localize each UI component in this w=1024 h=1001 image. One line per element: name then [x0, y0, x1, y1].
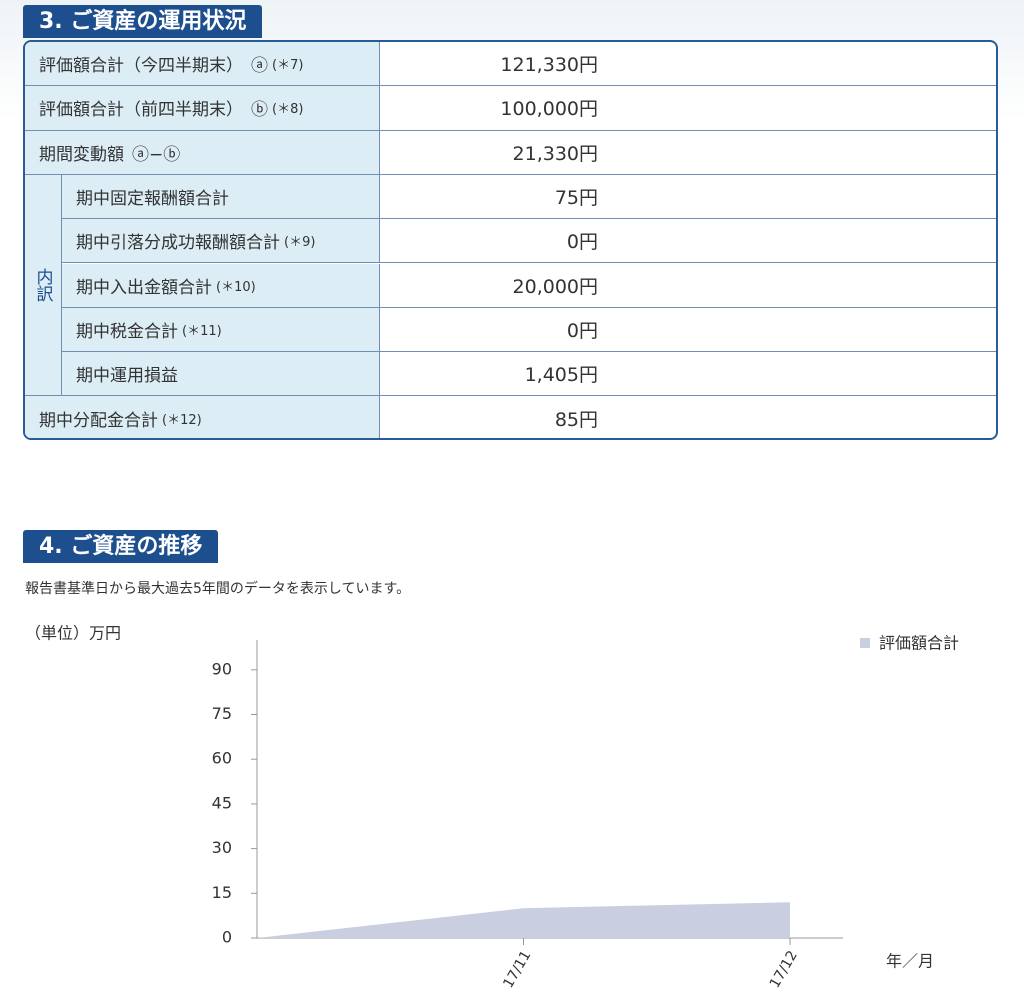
row-label-cell: 評価額合計（今四半期末） ⓐ (＊7)	[25, 42, 380, 87]
row-label: 期中税金合計	[76, 321, 178, 342]
row-note: (＊10)	[216, 279, 256, 295]
row-value-cell: 0円	[380, 219, 996, 264]
section-title: 3. ご資産の運用状況	[23, 5, 263, 38]
area	[257, 902, 790, 938]
row-label: 評価額合計（今四半期末）	[39, 56, 243, 77]
row-label-cell: 期中引落分成功報酬額合計 (＊9)	[62, 219, 380, 264]
y-tick-label: 30	[212, 838, 232, 857]
y-tick-label: 15	[212, 883, 232, 902]
row-label-cell: 期中固定報酬額合計	[62, 174, 380, 220]
row-note: (＊8)	[272, 102, 304, 118]
y-tick-label: 75	[212, 704, 232, 723]
row-value-cell: 21,330円	[380, 131, 996, 175]
row-note: (＊7)	[272, 58, 304, 74]
row-value: 100,000円	[500, 98, 598, 121]
asset-table: 内訳 評価額合計（今四半期末） ⓐ (＊7) 121,330円評価額合計（前四半期末）…	[23, 40, 998, 440]
row-label: 期中運用損益	[76, 366, 178, 387]
row-value-cell: 85円	[380, 396, 996, 438]
row-value: 20,000円	[512, 275, 598, 298]
row-marker: ⓑ	[251, 100, 268, 121]
row-label-cell: 期中分配金合計 (＊12)	[25, 396, 380, 438]
y-tick-label: 45	[212, 793, 232, 812]
row-label-cell: 評価額合計（前四半期末） ⓑ (＊8)	[25, 86, 380, 131]
unit-label: （単位）万円	[25, 624, 121, 643]
y-tick-label: 90	[212, 659, 232, 678]
row-value: 85円	[554, 409, 598, 432]
y-tick-label: 60	[212, 749, 232, 768]
row-value-cell: 121,330円	[380, 42, 996, 87]
row-note: (＊12)	[162, 413, 202, 429]
row-label: 期中固定報酬額合計	[76, 189, 229, 210]
row-value: 1,405円	[524, 364, 598, 387]
row-value: 75円	[554, 187, 598, 210]
row-value: 0円	[566, 319, 598, 342]
row-value: 121,330円	[500, 54, 598, 77]
row-value-cell: 100,000円	[380, 86, 996, 131]
row-label-cell: 期中税金合計 (＊11)	[62, 307, 380, 353]
y-tick-label: 0	[222, 928, 232, 947]
row-value-cell: 1,405円	[380, 352, 996, 397]
legend-label: 評価額合計	[879, 634, 959, 653]
row-note: (＊11)	[182, 323, 222, 339]
group-label: 内訳	[25, 174, 62, 396]
row-note: (＊9)	[284, 235, 316, 251]
x-axis-label: 年／月	[886, 952, 934, 971]
row-label: 評価額合計（前四半期末）	[39, 100, 243, 121]
description: 報告書基準日から最大過去5年間のデータを表示しています。	[25, 581, 411, 597]
row-label-cell: 期中運用損益	[62, 352, 380, 397]
row-label-cell: 期間変動額 ⓐ−ⓑ	[25, 130, 380, 175]
row-marker: ⓐ	[251, 56, 268, 77]
section-title: 4. ご資産の推移	[23, 530, 219, 563]
row-value: 0円	[566, 231, 598, 254]
row-label: 期中入出金額合計	[76, 277, 212, 298]
x-tick-label: 17/12	[767, 948, 801, 991]
x-tick-label: 17/11	[500, 948, 534, 991]
row-label: 期中分配金合計	[39, 411, 158, 432]
row-label: 期中引落分成功報酬額合計	[76, 233, 280, 254]
row-label-cell: 期中入出金額合計 (＊10)	[62, 263, 380, 308]
row-value-cell: 20,000円	[380, 264, 996, 308]
row-value: 21,330円	[512, 142, 598, 165]
row-label: 期間変動額	[39, 144, 124, 165]
row-value-cell: 75円	[380, 175, 996, 220]
row-marker: ⓐ−ⓑ	[132, 144, 181, 165]
legend-swatch	[860, 638, 870, 648]
row-value-cell: 0円	[380, 308, 996, 353]
